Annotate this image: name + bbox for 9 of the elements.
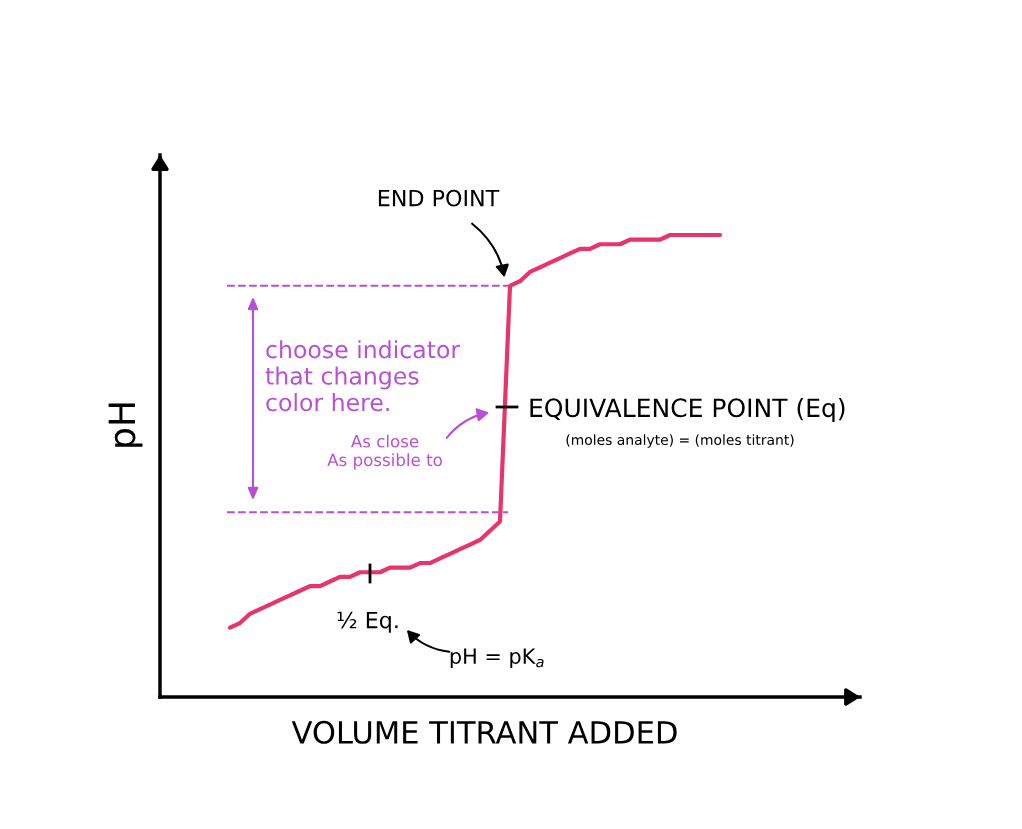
x-axis-title: VOLUME TITRANT ADDED — [291, 720, 677, 744]
annotation: As close As possible to — [327, 434, 442, 470]
annotation: (moles analyte) = (moles titrant) — [566, 434, 794, 448]
text: END POINT — [378, 189, 500, 207]
annotation: ½ Eq. — [337, 611, 398, 633]
annotation: choose indicator that changes color here. — [265, 340, 461, 412]
y-axis-title: pH — [108, 403, 143, 447]
annotation: pH = pK$_{a}$ — [450, 648, 544, 669]
annotation: EQUIVALENCE POINT (Eq) — [530, 397, 845, 423]
